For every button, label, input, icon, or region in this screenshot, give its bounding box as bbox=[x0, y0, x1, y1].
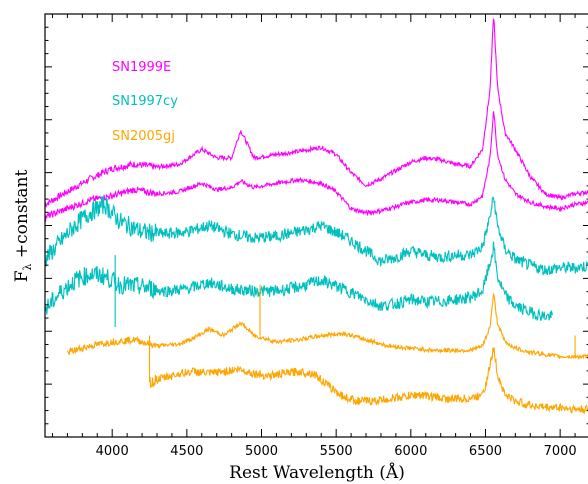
legend-entry-sn2005gj: SN2005gj bbox=[112, 129, 175, 144]
series-line-sn1997cy-2 bbox=[44, 196, 588, 276]
x-tick-label: 7000 bbox=[544, 444, 577, 459]
legend: SN1999E SN1997cy SN2005gj bbox=[112, 60, 178, 144]
series-line-sn1999e-0 bbox=[44, 18, 588, 208]
x-tick-label: 4000 bbox=[96, 444, 129, 459]
x-tick-label: 6000 bbox=[394, 444, 427, 459]
x-tick-label: 5500 bbox=[320, 444, 353, 459]
x-axis-title: Rest Wavelength (Å) bbox=[229, 462, 405, 483]
tick-labels: 4000 4500 5000 5500 6000 6500 7000 bbox=[96, 444, 577, 459]
ticks-layer bbox=[45, 13, 588, 438]
y-axis-title-main: F bbox=[12, 270, 32, 282]
x-tick-label: 4500 bbox=[170, 444, 203, 459]
y-axis-title-rest: +constant bbox=[12, 170, 32, 264]
series-line-sn1999e-1 bbox=[44, 111, 588, 223]
y-axis-title-sub: λ bbox=[21, 264, 34, 271]
x-tick-label: 6500 bbox=[469, 444, 502, 459]
y-axis-title: Fλ +constant bbox=[12, 170, 34, 283]
x-tick-label: 5000 bbox=[245, 444, 278, 459]
series-layer bbox=[44, 18, 588, 415]
series-line-sn1997cy-3 bbox=[44, 241, 554, 322]
legend-entry-sn1999e: SN1999E bbox=[112, 60, 171, 75]
series-line-sn2005gj-4 bbox=[66, 292, 588, 361]
series-line-sn2005gj-5 bbox=[149, 347, 588, 415]
legend-entry-sn1997cy: SN1997cy bbox=[112, 94, 178, 109]
